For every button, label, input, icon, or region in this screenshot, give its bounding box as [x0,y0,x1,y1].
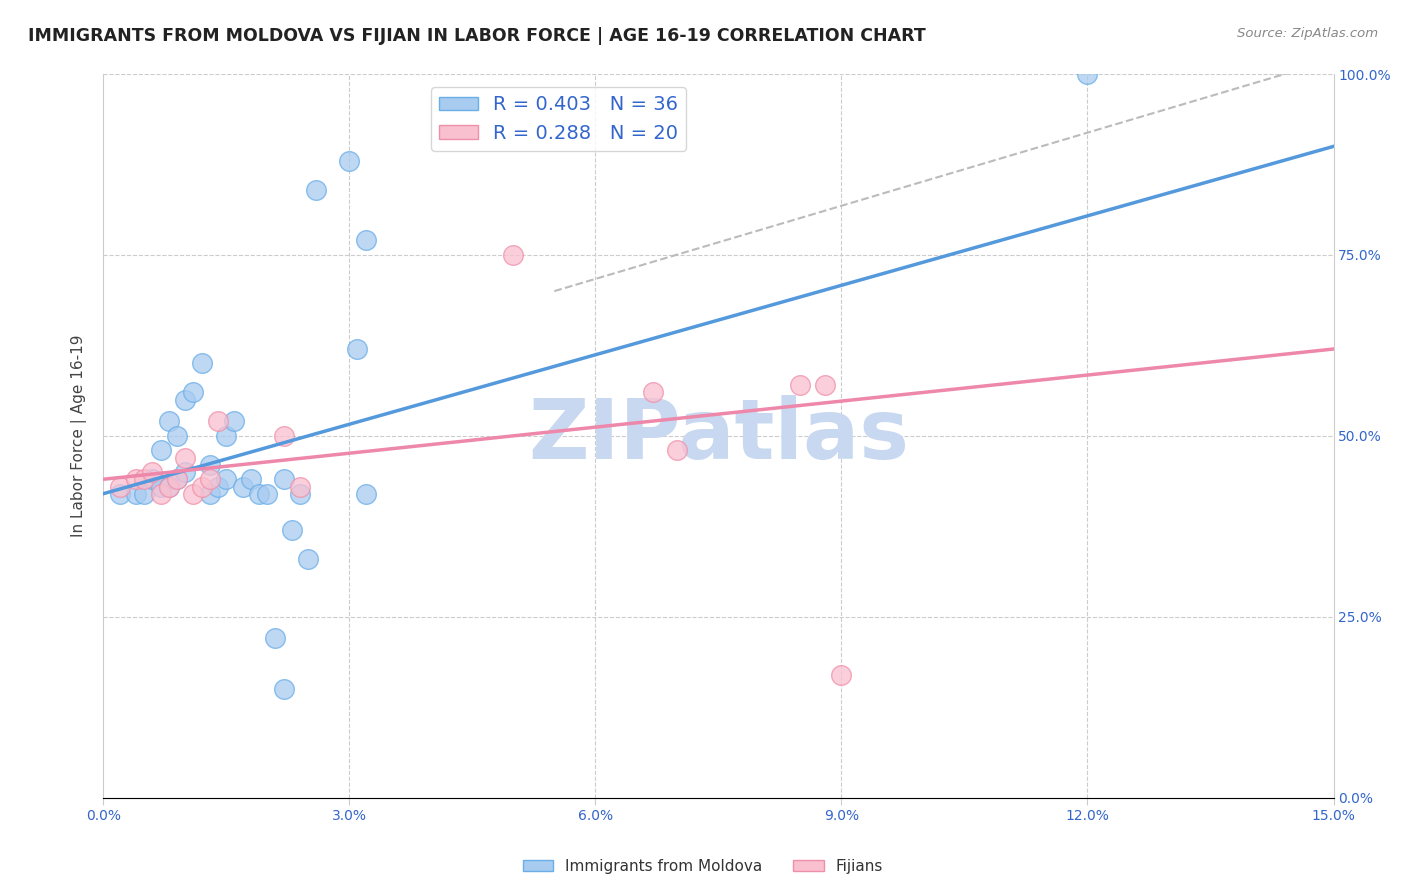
Point [502,248,524,262]
Text: ZIPatlas: ZIPatlas [527,395,908,476]
Point [273,472,295,486]
Point [198,487,221,501]
Legend: R = 0.403   N = 36, R = 0.288   N = 20: R = 0.403 N = 36, R = 0.288 N = 20 [430,87,686,151]
Point [174,465,197,479]
Point [190,479,212,493]
Point [157,414,180,428]
Point [814,378,837,392]
Point [264,632,287,646]
Point [141,465,163,479]
Point [232,479,254,493]
Point [149,443,172,458]
Point [273,429,295,443]
Text: Source: ZipAtlas.com: Source: ZipAtlas.com [1237,27,1378,40]
Point [174,450,197,465]
Point [288,479,311,493]
Point [789,378,811,392]
Point [166,472,188,486]
Point [641,385,664,400]
Point [183,487,205,501]
Point [157,479,180,493]
Point [134,487,156,501]
Point [166,472,188,486]
Point [149,479,172,493]
Point [247,487,270,501]
Y-axis label: In Labor Force | Age 16-19: In Labor Force | Age 16-19 [72,334,87,537]
Point [346,342,368,356]
Point [239,472,262,486]
Legend: Immigrants from Moldova, Fijians: Immigrants from Moldova, Fijians [516,853,890,880]
Point [354,234,377,248]
Point [297,552,319,566]
Point [108,479,131,493]
Point [149,487,172,501]
Point [207,414,229,428]
Point [183,385,205,400]
Point [273,682,295,697]
Text: IMMIGRANTS FROM MOLDOVA VS FIJIAN IN LABOR FORCE | AGE 16-19 CORRELATION CHART: IMMIGRANTS FROM MOLDOVA VS FIJIAN IN LAB… [28,27,927,45]
Point [198,472,221,486]
Point [108,487,131,501]
Point [207,479,229,493]
Point [125,487,148,501]
Point [354,487,377,501]
Point [141,472,163,486]
Point [288,487,311,501]
Point [198,458,221,472]
Point [134,472,156,486]
Point [305,183,328,197]
Point [256,487,278,501]
Point [666,443,689,458]
Point [125,472,148,486]
Point [157,479,180,493]
Point [166,429,188,443]
Point [190,356,212,370]
Point [215,472,238,486]
Point [174,392,197,407]
Point [337,153,360,168]
Point [1076,67,1098,81]
Point [224,414,246,428]
Point [215,429,238,443]
Point [830,667,852,681]
Point [281,523,304,537]
